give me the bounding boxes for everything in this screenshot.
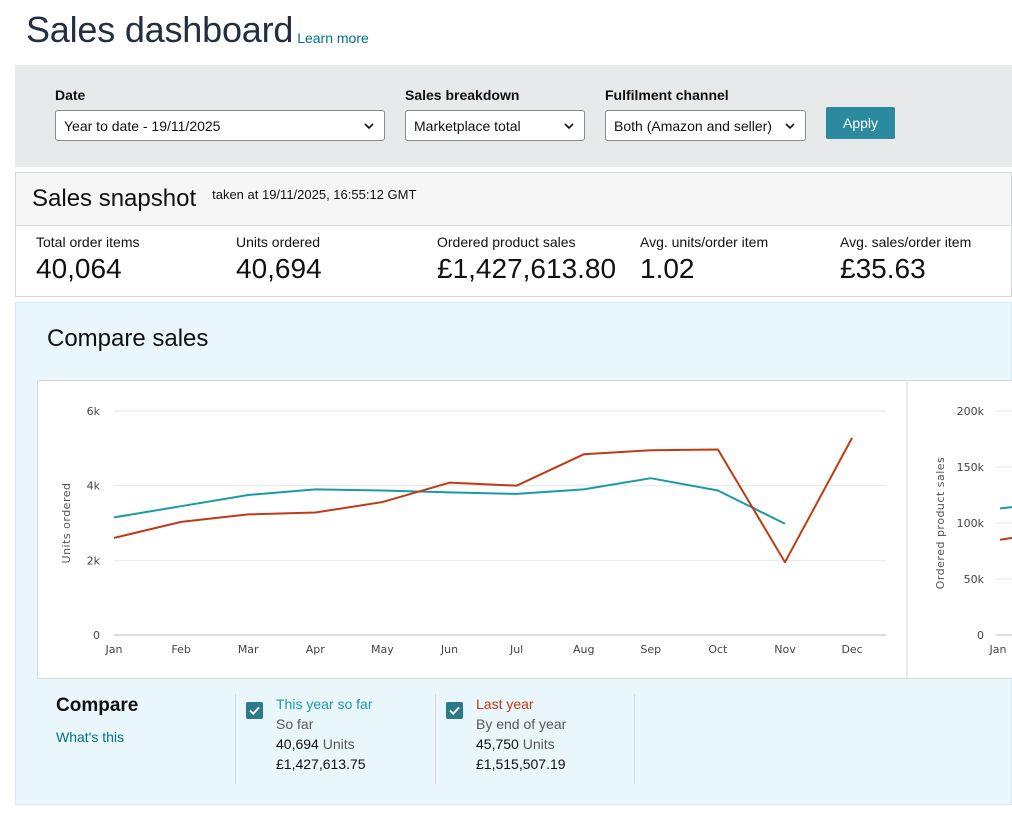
date-filter-label: Date [55,87,86,103]
sales-x-tick-label: Jan [989,643,1007,656]
metric-value: 40,694 [236,253,322,284]
metric-units-ordered: Units ordered 40,694 [236,234,322,286]
snapshot-title: Sales snapshot [32,185,197,212]
metric-total-order-items: Total order items 40,064 [36,234,139,286]
chevron-down-icon [364,122,374,129]
page-header: Sales dashboard Learn more [26,6,369,50]
sales-breakdown-value: Marketplace total [414,117,521,134]
fulfilment-channel-select[interactable]: Both (Amazon and seller) [605,110,806,141]
apply-button[interactable]: Apply [826,107,895,139]
sales-breakdown-filter: Sales breakdown Marketplace total [405,87,585,141]
units-x-tick-label: Dec [841,643,862,656]
legend-units-value: 40,694 [276,736,319,752]
units-y-tick-label: 4k [87,480,101,493]
sales-y-tick-label: 100k [957,517,985,530]
compare-heading: Compare [56,695,139,716]
sales-axis-title: Ordered product sales [934,457,947,590]
legend-units-label: Units [522,736,555,752]
snapshot-header: Sales snapshot taken at 19/11/2025, 16:5… [16,173,1011,226]
metric-value: 40,064 [36,253,122,284]
units-x-tick-label: Aug [573,643,594,656]
legend-last-year: Last year By end of year 45,750 Units £1… [435,694,635,784]
metric-label: Total order items [36,234,140,250]
units-x-tick-label: Apr [306,643,326,656]
legend-units: 40,694 Units [276,734,435,754]
sales-series-line-this-year [999,506,1012,510]
learn-more-link[interactable]: Learn more [297,30,369,46]
legend-subtitle: By end of year [476,716,567,732]
legend-this-year-text: This year so far So far 40,694 Units £1,… [276,694,435,774]
metric-avg-sales-order-item: Avg. sales/order item £35.63 [840,234,971,286]
legend-subtitle: So far [276,716,314,732]
date-select[interactable]: Year to date - 19/11/2025 [55,110,385,141]
sales-y-tick-label: 50k [964,573,985,586]
filter-bar: Date Year to date - 19/11/2025 Sales bre… [15,65,1012,167]
metric-ordered-product-sales: Ordered product sales £1,427,613.80 [437,234,616,286]
chevron-down-icon [564,122,574,129]
page-title: Sales dashboard [26,9,294,50]
legend-series-name: Last year [476,696,534,712]
compare-chart: 0 2k 4k 6k Jan Feb Mar Apr May Jun Jul Aug Sep Oct Nov… [37,380,1012,679]
units-y-tick-label: 6k [87,405,101,418]
units-x-tick-label: Sep [640,643,661,656]
metric-label: Avg. sales/order item [840,234,972,250]
date-filter: Date Year to date - 19/11/2025 [55,87,385,141]
sales-snapshot: Sales snapshot taken at 19/11/2025, 16:5… [15,172,1012,297]
units-x-tick-label: Feb [171,643,190,656]
legend-this-year: This year so far So far 40,694 Units £1,… [235,694,435,784]
units-y-tick-label: 0 [93,629,100,642]
compare-sales-panel: Compare sales 0 2k 4k 6k Jan Feb Mar Apr May Jun J… [15,302,1012,805]
whats-this-link[interactable]: What's this [56,729,125,745]
units-x-tick-label: Nov [774,643,796,656]
metric-value: £35.63 [840,253,926,284]
sales-y-tick-label: 0 [977,629,984,642]
check-icon [249,706,260,716]
units-x-tick-label: Jan [105,643,123,656]
legend-sales: £1,427,613.75 [276,756,366,772]
fulfilment-channel-value: Both (Amazon and seller) [614,117,772,134]
sales-breakdown-label: Sales breakdown [405,87,520,103]
legend-last-year-text: Last year By end of year 45,750 Units £1… [476,694,634,774]
metric-label: Units ordered [236,234,321,250]
fulfilment-channel-filter: Fulfilment channel Both (Amazon and sell… [605,87,806,141]
chevron-down-icon [785,122,795,129]
units-x-tick-label: Oct [708,643,728,656]
date-select-value: Year to date - 19/11/2025 [64,117,221,134]
metric-value: 1.02 [640,253,695,284]
units-x-tick-label: Mar [238,643,259,656]
metric-value: £1,427,613.80 [437,253,617,284]
legend-sales: £1,515,507.19 [476,756,566,772]
units-series-line-this-year [113,477,786,525]
legend-units-label: Units [322,736,355,752]
this-year-checkbox[interactable] [246,702,263,719]
legend-units: 45,750 Units [476,734,634,754]
units-x-tick-label: Jun [440,643,458,656]
compare-info: Compare What's this [56,695,138,745]
metric-avg-units-order-item: Avg. units/order item 1.02 [640,234,768,286]
units-x-tick-label: Jul [509,643,523,656]
last-year-checkbox[interactable] [446,702,463,719]
sales-breakdown-select[interactable]: Marketplace total [405,110,585,141]
fulfilment-channel-label: Fulfilment channel [605,87,729,103]
sales-y-tick-label: 150k [957,461,985,474]
sales-y-tick-label: 200k [957,405,985,418]
metric-label: Ordered product sales [437,234,576,250]
compare-sales-title: Compare sales [47,325,209,352]
units-axis-title: Units ordered [60,483,73,564]
legend-series-name: This year so far [276,696,373,712]
sales-series-line-last-year [999,536,1012,541]
legend-units-value: 45,750 [476,736,519,752]
units-y-tick-label: 2k [87,554,101,567]
metric-label: Avg. units/order item [640,234,769,250]
compare-chart-svg: 0 2k 4k 6k Jan Feb Mar Apr May Jun Jul Aug Sep Oct Nov… [60,381,1012,678]
units-x-tick-label: May [371,643,394,656]
units-series-line-last-year [113,437,853,564]
snapshot-timestamp: taken at 19/11/2025, 16:55:12 GMT [212,186,417,202]
check-icon [449,706,460,716]
